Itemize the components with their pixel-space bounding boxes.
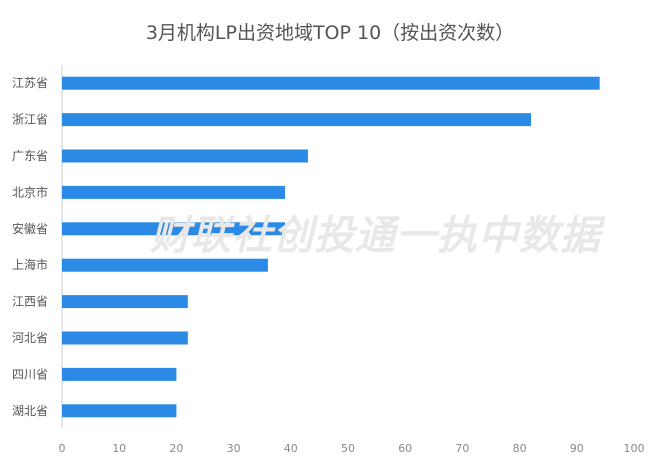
bars-group — [62, 76, 600, 418]
x-tick-label: 20 — [169, 442, 183, 455]
x-tick-label: 50 — [341, 442, 355, 455]
x-tick-label: 90 — [570, 442, 584, 455]
bar-1 — [62, 113, 532, 127]
category-label: 广东省 — [12, 149, 48, 163]
bar-3 — [62, 185, 286, 199]
x-tick-label: 100 — [624, 442, 645, 455]
bar-8 — [62, 367, 177, 381]
category-label: 浙江省 — [12, 113, 48, 127]
bar-4 — [62, 222, 286, 236]
x-tick-label: 40 — [284, 442, 298, 455]
category-label: 安徽省 — [12, 221, 48, 236]
x-tick-label: 70 — [455, 442, 469, 455]
bar-6 — [62, 295, 188, 309]
x-tick-label: 30 — [227, 442, 241, 455]
bar-2 — [62, 149, 308, 163]
bar-7 — [62, 331, 188, 345]
x-tick-labels: 0 10 20 30 40 50 60 70 80 90 100 — [59, 442, 645, 455]
x-tick-label: 80 — [513, 442, 527, 455]
bar-5 — [62, 258, 268, 272]
category-label: 北京市 — [12, 184, 48, 199]
category-label: 四川省 — [12, 367, 48, 381]
category-label: 湖北省 — [12, 403, 48, 418]
category-label: 江西省 — [12, 295, 48, 309]
x-tick-label: 0 — [59, 442, 66, 455]
x-tick-label: 10 — [112, 442, 126, 455]
bar-0 — [62, 76, 600, 90]
x-tick-label: 60 — [398, 442, 412, 455]
category-label: 河北省 — [12, 331, 48, 345]
chart-title: 3月机构LP出资地域TOP 10（按出资次数） — [145, 22, 515, 44]
bar-9 — [62, 404, 177, 418]
category-label: 上海市 — [12, 257, 48, 272]
category-label: 江苏省 — [12, 76, 48, 90]
